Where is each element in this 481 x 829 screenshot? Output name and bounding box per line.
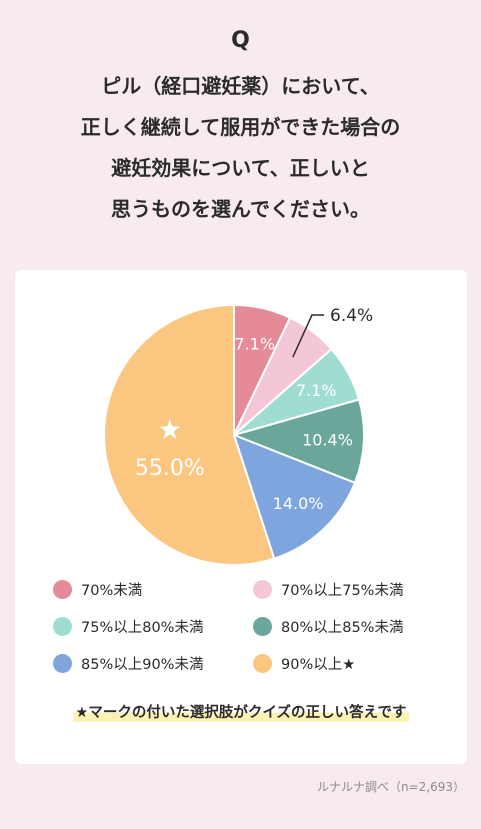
legend-label: 80%以上85%未満: [281, 619, 404, 636]
slice-label-0: 7.1%: [234, 335, 275, 354]
slice-label-4: 14.0%: [273, 494, 324, 513]
pie-slice-3: [230, 398, 365, 485]
slice-label-2: 7.1%: [296, 381, 337, 400]
question-line: 正しく継続して服用ができた場合の: [80, 115, 401, 139]
star-marker: ★: [157, 413, 182, 446]
answer-note-text: ★マークの付いた選択肢がクイズの正しい答えです: [73, 701, 409, 722]
legend-label: 75%以上80%未満: [81, 619, 204, 636]
legend-item-3: 80%以上85%未満: [253, 616, 403, 636]
legend-swatch: [53, 616, 72, 636]
question-line: 避妊効果について、正しいと: [111, 156, 370, 180]
question-mark: Q: [231, 28, 250, 53]
legend-swatch: [253, 616, 272, 636]
legend-swatch: [53, 653, 72, 673]
question-line: ピル（経口避妊薬）において、: [101, 74, 380, 98]
legend-swatch: [253, 579, 272, 599]
legend-item-5: 90%以上★: [253, 653, 355, 673]
answer-note: ★マークの付いた選択肢がクイズの正しい答えです: [15, 701, 467, 722]
question-text: ピル（経口避妊薬）において、 正しく継続して服用ができた場合の 避妊効果について…: [0, 66, 481, 230]
chart-card: 7.1% 6.4% 7.1% 10.4% 14.0% ★ 55.0% 70%未満 70%以上…: [15, 270, 467, 764]
legend-item-1: 70%以上75%未満: [253, 579, 403, 599]
pie-chart: 7.1% 6.4% 7.1% 10.4% 14.0% ★ 55.0%: [103, 303, 373, 566]
legend-swatch: [253, 653, 272, 673]
legend-label: 90%以上★: [281, 656, 356, 673]
legend-item-0: 70%未満: [53, 579, 142, 599]
slice-label-1: 6.4%: [330, 306, 373, 326]
legend-label: 85%以上90%未満: [81, 656, 204, 673]
legend-label: 70%未満: [81, 582, 143, 599]
slice-label-5: 55.0%: [135, 456, 205, 481]
legend-item-2: 75%以上80%未満: [53, 616, 203, 636]
pie-slice-5: [103, 303, 276, 566]
slice-label-3: 10.4%: [302, 431, 353, 450]
source-credit: ルナルナ調べ（n=2,693）: [316, 780, 465, 794]
question-line: 思うものを選んでください。: [111, 197, 370, 221]
leader-line: [292, 314, 324, 358]
legend-swatch: [53, 579, 72, 599]
legend-label: 70%以上75%未満: [281, 582, 404, 599]
legend-item-4: 85%以上90%未満: [53, 653, 203, 673]
